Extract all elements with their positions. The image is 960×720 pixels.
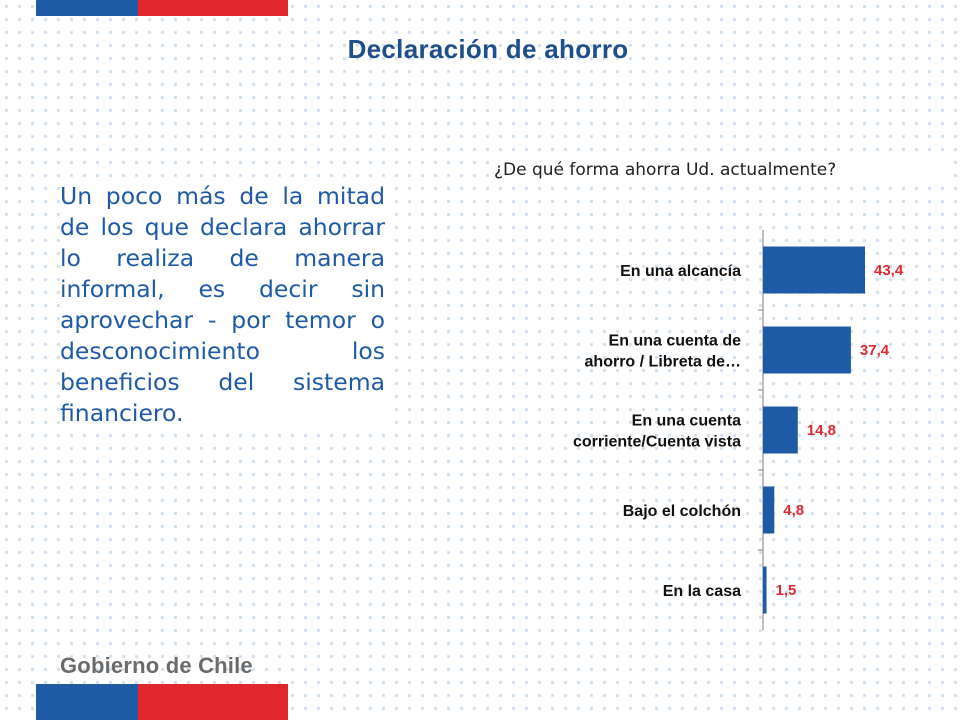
category-label: En una cuenta de ahorro / Libreta de… bbox=[585, 333, 742, 371]
bar-chart: 43,4 En una alcancía 37,4 En una cuenta de a… bbox=[573, 230, 904, 630]
data-label: 1,5 bbox=[776, 582, 797, 599]
flag-bar-red bbox=[138, 0, 288, 16]
bar bbox=[763, 406, 798, 454]
category-label: En una cuenta corriente/Cuenta vista bbox=[573, 413, 741, 451]
category-label: En una alcancía bbox=[620, 263, 741, 280]
data-label: 14,8 bbox=[807, 422, 836, 439]
bar bbox=[763, 486, 775, 534]
page-title: Declaración de ahorro bbox=[347, 34, 629, 64]
flag-bar-blue bbox=[36, 0, 138, 16]
body-text: Un poco más de la mitad de los que decla… bbox=[60, 181, 385, 429]
gobierno-logo: Gobierno de Chile bbox=[60, 653, 253, 678]
data-label: 4,8 bbox=[783, 502, 804, 519]
category-label: Bajo el colchón bbox=[623, 503, 741, 520]
bar bbox=[763, 566, 767, 614]
bar bbox=[763, 326, 851, 374]
category-label: En la casa bbox=[663, 583, 741, 600]
flag-bar-blue-bottom bbox=[36, 684, 138, 720]
flag-bar-red-bottom bbox=[138, 684, 288, 720]
data-label: 37,4 bbox=[860, 342, 890, 359]
data-label: 43,4 bbox=[874, 262, 904, 279]
chart-question: ¿De qué forma ahorra Ud. actualmente? bbox=[494, 158, 944, 182]
bar bbox=[763, 246, 865, 294]
